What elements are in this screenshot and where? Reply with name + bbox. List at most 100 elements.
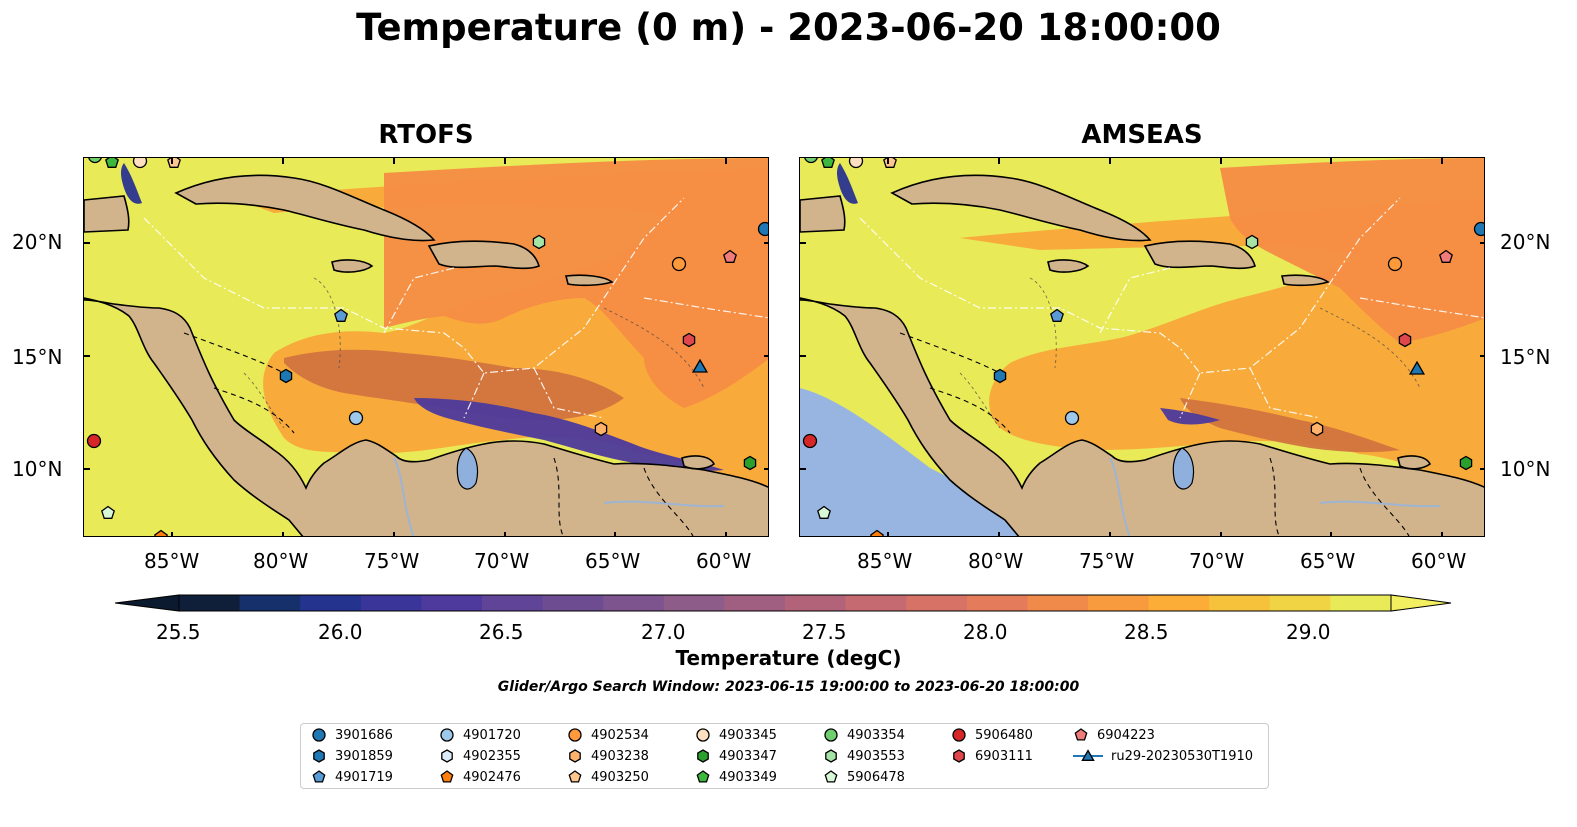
- lon-tick-label: 80°W: [253, 549, 309, 573]
- legend-item: 4903354: [823, 727, 905, 743]
- land-polygon: [174, 174, 436, 242]
- colorbar-segment: [300, 595, 362, 611]
- colorbar-tick-label: 26.5: [479, 620, 524, 644]
- legend-marker-icon: [568, 770, 582, 783]
- float-marker: [757, 221, 768, 237]
- float-marker: [743, 455, 757, 471]
- float-marker: [723, 249, 737, 263]
- colorbar-max-extend: [1390, 594, 1452, 612]
- legend-item: 4902476: [439, 769, 521, 785]
- legend-marker-icon: [440, 770, 454, 783]
- land-polygon: [1143, 240, 1256, 270]
- legend-item: 6904223: [1073, 727, 1155, 743]
- temperature-field-patch: [284, 349, 624, 420]
- border-line: [183, 332, 694, 536]
- lat-tick-label: 15°N: [1500, 345, 1551, 369]
- float-marker: [1439, 249, 1453, 263]
- float-marker: [1050, 308, 1064, 322]
- temperature-field-patch: [837, 163, 858, 204]
- float-marker: [804, 158, 818, 164]
- search-window-subtitle: Glider/Argo Search Window: 2023-06-15 19…: [497, 679, 1080, 695]
- legend-item: 5906480: [951, 727, 1033, 743]
- river-line: [1319, 500, 1441, 508]
- legend-marker-icon: [953, 749, 965, 763]
- colorbar-segment: [421, 595, 483, 611]
- legend-marker-icon: [952, 728, 966, 742]
- float-marker: [1064, 410, 1080, 426]
- colorbar-tick-label: 25.5: [156, 620, 201, 644]
- temperature-field-patch: [414, 398, 724, 471]
- colorbar-segment: [179, 595, 241, 611]
- colorbar-segment: [663, 595, 725, 611]
- legend-item: 3901859: [311, 748, 393, 764]
- lon-tick-label: 60°W: [696, 549, 752, 573]
- colorbar-tick-label: 29.0: [1286, 620, 1331, 644]
- bathymetry-contour: [959, 277, 1421, 429]
- colorbar: [115, 594, 1452, 612]
- lon-tick-label: 65°W: [585, 549, 641, 573]
- float-marker: [682, 332, 696, 348]
- float-marker: [334, 308, 348, 322]
- colorbar-segment: [966, 595, 1028, 611]
- legend-marker-icon: [440, 728, 454, 742]
- float-marker: [132, 158, 148, 169]
- float-marker: [279, 368, 293, 384]
- colorbar-tick-label: 27.0: [641, 620, 686, 644]
- land-polygon: [1397, 455, 1432, 470]
- legend-item: 4903553: [823, 748, 905, 764]
- legend-marker-icon: [568, 728, 582, 742]
- legend-marker-icon: [569, 749, 581, 763]
- map-panel-amseas: [799, 157, 1485, 537]
- legend-item: 4901719: [311, 769, 393, 785]
- legend-marker-icon: [313, 749, 325, 763]
- float-marker: [1459, 455, 1473, 471]
- colorbar-segment: [1027, 595, 1089, 611]
- lat-tick-label: 10°N: [12, 457, 63, 481]
- land-polygon: [1281, 274, 1330, 287]
- legend-marker-icon: [1081, 749, 1095, 761]
- colorbar-tick-label: 26.0: [318, 620, 363, 644]
- legend-item: 3901686: [311, 727, 393, 743]
- colorbar-segment: [1148, 595, 1210, 611]
- lon-tick-label: 85°W: [144, 549, 200, 573]
- float-marker: [993, 368, 1007, 384]
- colorbar-segment: [1269, 595, 1331, 611]
- colorbar-tick-label: 28.5: [1124, 620, 1169, 644]
- float-marker: [817, 505, 831, 519]
- lat-tick-label: 20°N: [1500, 230, 1551, 254]
- lon-tick-label: 80°W: [968, 549, 1024, 573]
- colorbar-min-extend: [115, 594, 180, 612]
- panel-title-amseas: AMSEAS: [1081, 120, 1203, 150]
- colorbar-segment: [845, 595, 907, 611]
- land-polygon: [427, 240, 540, 270]
- float-marker: [821, 158, 835, 168]
- figure-title: Temperature (0 m) - 2023-06-20 18:00:00: [356, 6, 1221, 49]
- colorbar-tick-label: 27.5: [802, 620, 847, 644]
- legend-item: 5906478: [823, 769, 905, 785]
- lat-tick-label: 10°N: [1500, 457, 1551, 481]
- lake-polygon: [456, 447, 479, 490]
- land-polygon: [84, 297, 768, 536]
- float-marker: [167, 158, 181, 168]
- colorbar-segment: [785, 595, 847, 611]
- temperature-field-patch: [1160, 408, 1220, 425]
- temperature-field-patch: [121, 163, 142, 204]
- panel-title-rtofs: RTOFS: [378, 120, 474, 150]
- legend-marker-icon: [824, 770, 838, 783]
- bathymetry-contour: [243, 277, 705, 429]
- legend-marker-icon: [441, 749, 453, 763]
- land-polygon: [565, 274, 614, 287]
- float-marker: [1245, 234, 1259, 250]
- legend-marker-icon: [825, 749, 837, 763]
- lake-polygon: [1172, 447, 1195, 490]
- float-marker: [105, 158, 119, 168]
- colorbar-segment: [482, 595, 544, 611]
- land-polygon: [331, 259, 374, 273]
- temperature-field-patch: [1180, 398, 1400, 453]
- river-line: [393, 457, 415, 536]
- legend-marker-icon: [696, 770, 710, 783]
- legend-marker-icon: [312, 770, 326, 783]
- legend: 3901686 3901859 4901719 4901720 4902355 …: [300, 723, 1269, 789]
- legend-marker-icon: [824, 728, 838, 742]
- legend-item: 6903111: [951, 748, 1033, 764]
